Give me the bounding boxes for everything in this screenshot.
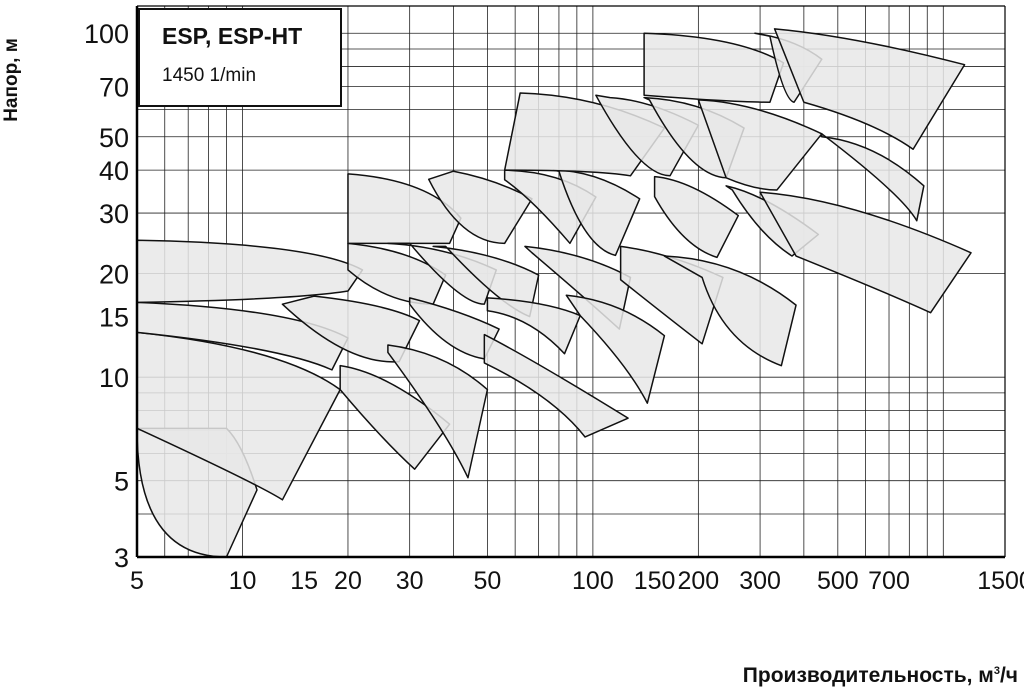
- y-tick-label: 100: [84, 19, 129, 49]
- x-axis-label-tail: /ч: [999, 664, 1018, 687]
- x-tick-label: 30: [396, 567, 424, 595]
- x-axis-label: Производительность, м3/ч: [743, 664, 1018, 688]
- y-tick-label: 20: [99, 260, 129, 290]
- chart-title: ESP, ESP-HT: [162, 23, 303, 49]
- y-tick-label: 3: [114, 543, 129, 573]
- x-tick-label: 15: [290, 567, 318, 595]
- x-tick-label: 50: [474, 567, 502, 595]
- y-tick-label: 10: [99, 363, 129, 393]
- pump-region-32: [821, 133, 925, 222]
- title-box: ESP, ESP-HT 1450 1/min: [138, 8, 342, 107]
- y-tick-label: 40: [99, 156, 129, 186]
- y-tick-label: 70: [99, 73, 129, 103]
- pump-region-19: [565, 294, 666, 404]
- pump-region-30: [773, 28, 966, 150]
- y-tick-label: 15: [99, 303, 129, 333]
- x-tick-label: 10: [229, 567, 257, 595]
- y-axis-label-wrap: Напор, м: [0, 0, 24, 160]
- x-axis-label-sup: 3: [993, 665, 1000, 677]
- x-axis-label-text: Производительность, м: [742, 664, 994, 687]
- pump-region-7: [347, 242, 447, 305]
- pump-region-25: [663, 255, 797, 367]
- pump-region-17: [552, 169, 641, 257]
- pump-region-23: [653, 175, 740, 259]
- x-tick-label: 200: [678, 567, 720, 595]
- pump-region-9: [387, 344, 489, 479]
- tick-labels: 5101520305010015020030050070015003510152…: [84, 19, 1024, 595]
- y-tick-label: 50: [99, 123, 129, 153]
- x-tick-label: 500: [817, 567, 859, 595]
- pump-region-4: [136, 239, 364, 304]
- x-tick-label: 700: [868, 567, 910, 595]
- x-tick-label: 1500: [977, 567, 1024, 595]
- x-tick-label: 20: [334, 567, 362, 595]
- axes: [135, 5, 1006, 559]
- pump-region-8: [347, 173, 462, 245]
- x-tick-label: 300: [739, 567, 781, 595]
- y-tick-label: 5: [114, 467, 129, 497]
- pump-region-3: [136, 301, 349, 371]
- chart-subtitle: 1450 1/min: [162, 65, 257, 86]
- pump-region-31: [759, 191, 972, 314]
- y-axis-label: Напор, м: [1, 38, 22, 122]
- pump-region-15: [486, 297, 581, 355]
- x-tick-label: 5: [130, 567, 144, 595]
- x-tick-label: 100: [572, 567, 614, 595]
- pump-region-14: [483, 333, 629, 438]
- pump-region-28: [643, 32, 785, 103]
- x-tick-label: 150: [634, 567, 676, 595]
- pump-region-12: [427, 170, 533, 245]
- pump-region-11: [387, 242, 498, 305]
- performance-regions: [136, 28, 972, 558]
- pump-region-5: [339, 364, 451, 470]
- y-tick-label: 30: [99, 199, 129, 229]
